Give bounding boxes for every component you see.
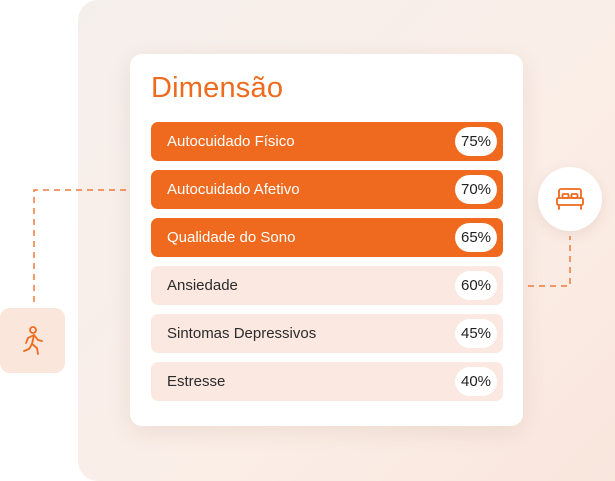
bed-icon	[556, 188, 584, 210]
dimension-label: Autocuidado Físico	[167, 133, 295, 150]
person-walking-icon	[23, 326, 43, 355]
dimension-percentage: 60%	[455, 271, 497, 300]
dimension-percentage: 75%	[455, 127, 497, 156]
dimension-label: Sintomas Depressivos	[167, 325, 317, 342]
sleep-badge	[538, 167, 602, 231]
dimension-percentage: 45%	[455, 319, 497, 348]
dimension-percentage: 70%	[455, 175, 497, 204]
dimension-row: Ansiedade 60%	[151, 266, 503, 305]
dimension-row: Autocuidado Físico 75%	[151, 122, 503, 161]
dimension-label: Qualidade do Sono	[167, 229, 296, 246]
dimension-card: Dimensão Autocuidado Físico 75% Autocuid…	[130, 54, 523, 426]
activity-badge	[0, 308, 65, 373]
dimension-row: Estresse 40%	[151, 362, 503, 401]
card-title: Dimensão	[151, 72, 284, 104]
dimension-label: Estresse	[167, 373, 226, 390]
dimension-row: Sintomas Depressivos 45%	[151, 314, 503, 353]
dimension-percentage: 40%	[455, 367, 497, 396]
dimension-label: Ansiedade	[167, 277, 238, 294]
dimension-label: Autocuidado Afetivo	[167, 181, 300, 198]
dimension-percentage: 65%	[455, 223, 497, 252]
dimension-row: Qualidade do Sono 65%	[151, 218, 503, 257]
dimension-row: Autocuidado Afetivo 70%	[151, 170, 503, 209]
